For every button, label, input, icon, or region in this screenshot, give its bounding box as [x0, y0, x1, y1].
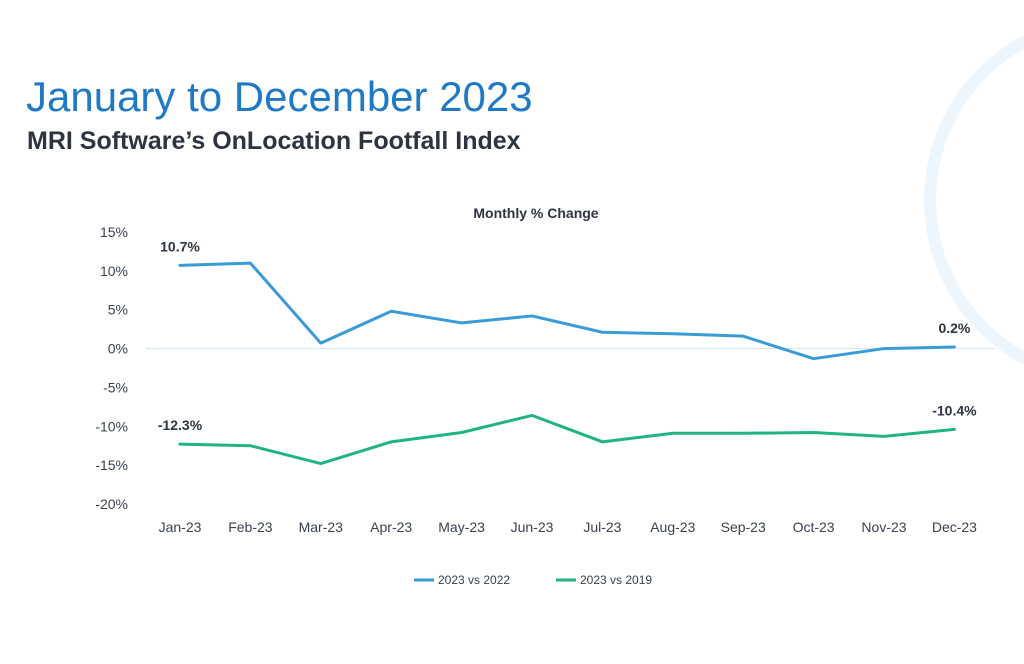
y-tick-label: -10% [95, 418, 128, 434]
x-tick-label: Mar-23 [299, 519, 344, 535]
y-tick-label: -5% [103, 379, 128, 395]
data-labels: 10.7% 0.2% -12.3% -10.4% [158, 238, 977, 433]
x-tick-label: Jan-23 [159, 519, 202, 535]
y-tick-label: 15% [100, 224, 128, 240]
y-tick-label: 0% [108, 341, 128, 357]
page-title: January to December 2023 [26, 73, 533, 120]
x-tick-label: Aug-23 [650, 519, 695, 535]
y-tick-label: -15% [95, 457, 128, 473]
x-tick-label: Jun-23 [511, 519, 554, 535]
data-label: 10.7% [160, 238, 200, 254]
data-label: -10.4% [932, 402, 977, 418]
data-label: -12.3% [158, 417, 203, 433]
legend-label: 2023 vs 2019 [580, 573, 652, 587]
x-tick-label: May-23 [438, 519, 485, 535]
x-tick-label: Oct-23 [793, 519, 835, 535]
x-axis: Jan-23 Feb-23 Mar-23 Apr-23 May-23 Jun-23 Jul-… [159, 519, 978, 535]
y-tick-label: 5% [108, 302, 128, 318]
y-tick-label: 10% [100, 263, 128, 279]
page-subtitle: MRI Software’s OnLocation Footfall Index [27, 127, 521, 155]
data-label: 0.2% [938, 320, 970, 336]
series-line-2019 [178, 413, 956, 466]
x-tick-label: Jul-23 [583, 519, 621, 535]
y-tick-label: -20% [95, 496, 128, 512]
series-line-2022 [178, 261, 956, 361]
x-tick-label: Sep-23 [721, 519, 766, 535]
chart-title: Monthly % Change [473, 205, 598, 221]
x-tick-label: Feb-23 [228, 519, 273, 535]
x-tick-label: Apr-23 [370, 519, 412, 535]
legend: 2023 vs 2022 2023 vs 2019 [414, 573, 652, 587]
y-axis: 15% 10% 5% 0% -5% -10% -15% -20% [95, 224, 128, 512]
x-tick-label: Nov-23 [861, 519, 906, 535]
series-group [178, 261, 956, 466]
legend-label: 2023 vs 2022 [438, 573, 510, 587]
x-tick-label: Dec-23 [932, 519, 977, 535]
